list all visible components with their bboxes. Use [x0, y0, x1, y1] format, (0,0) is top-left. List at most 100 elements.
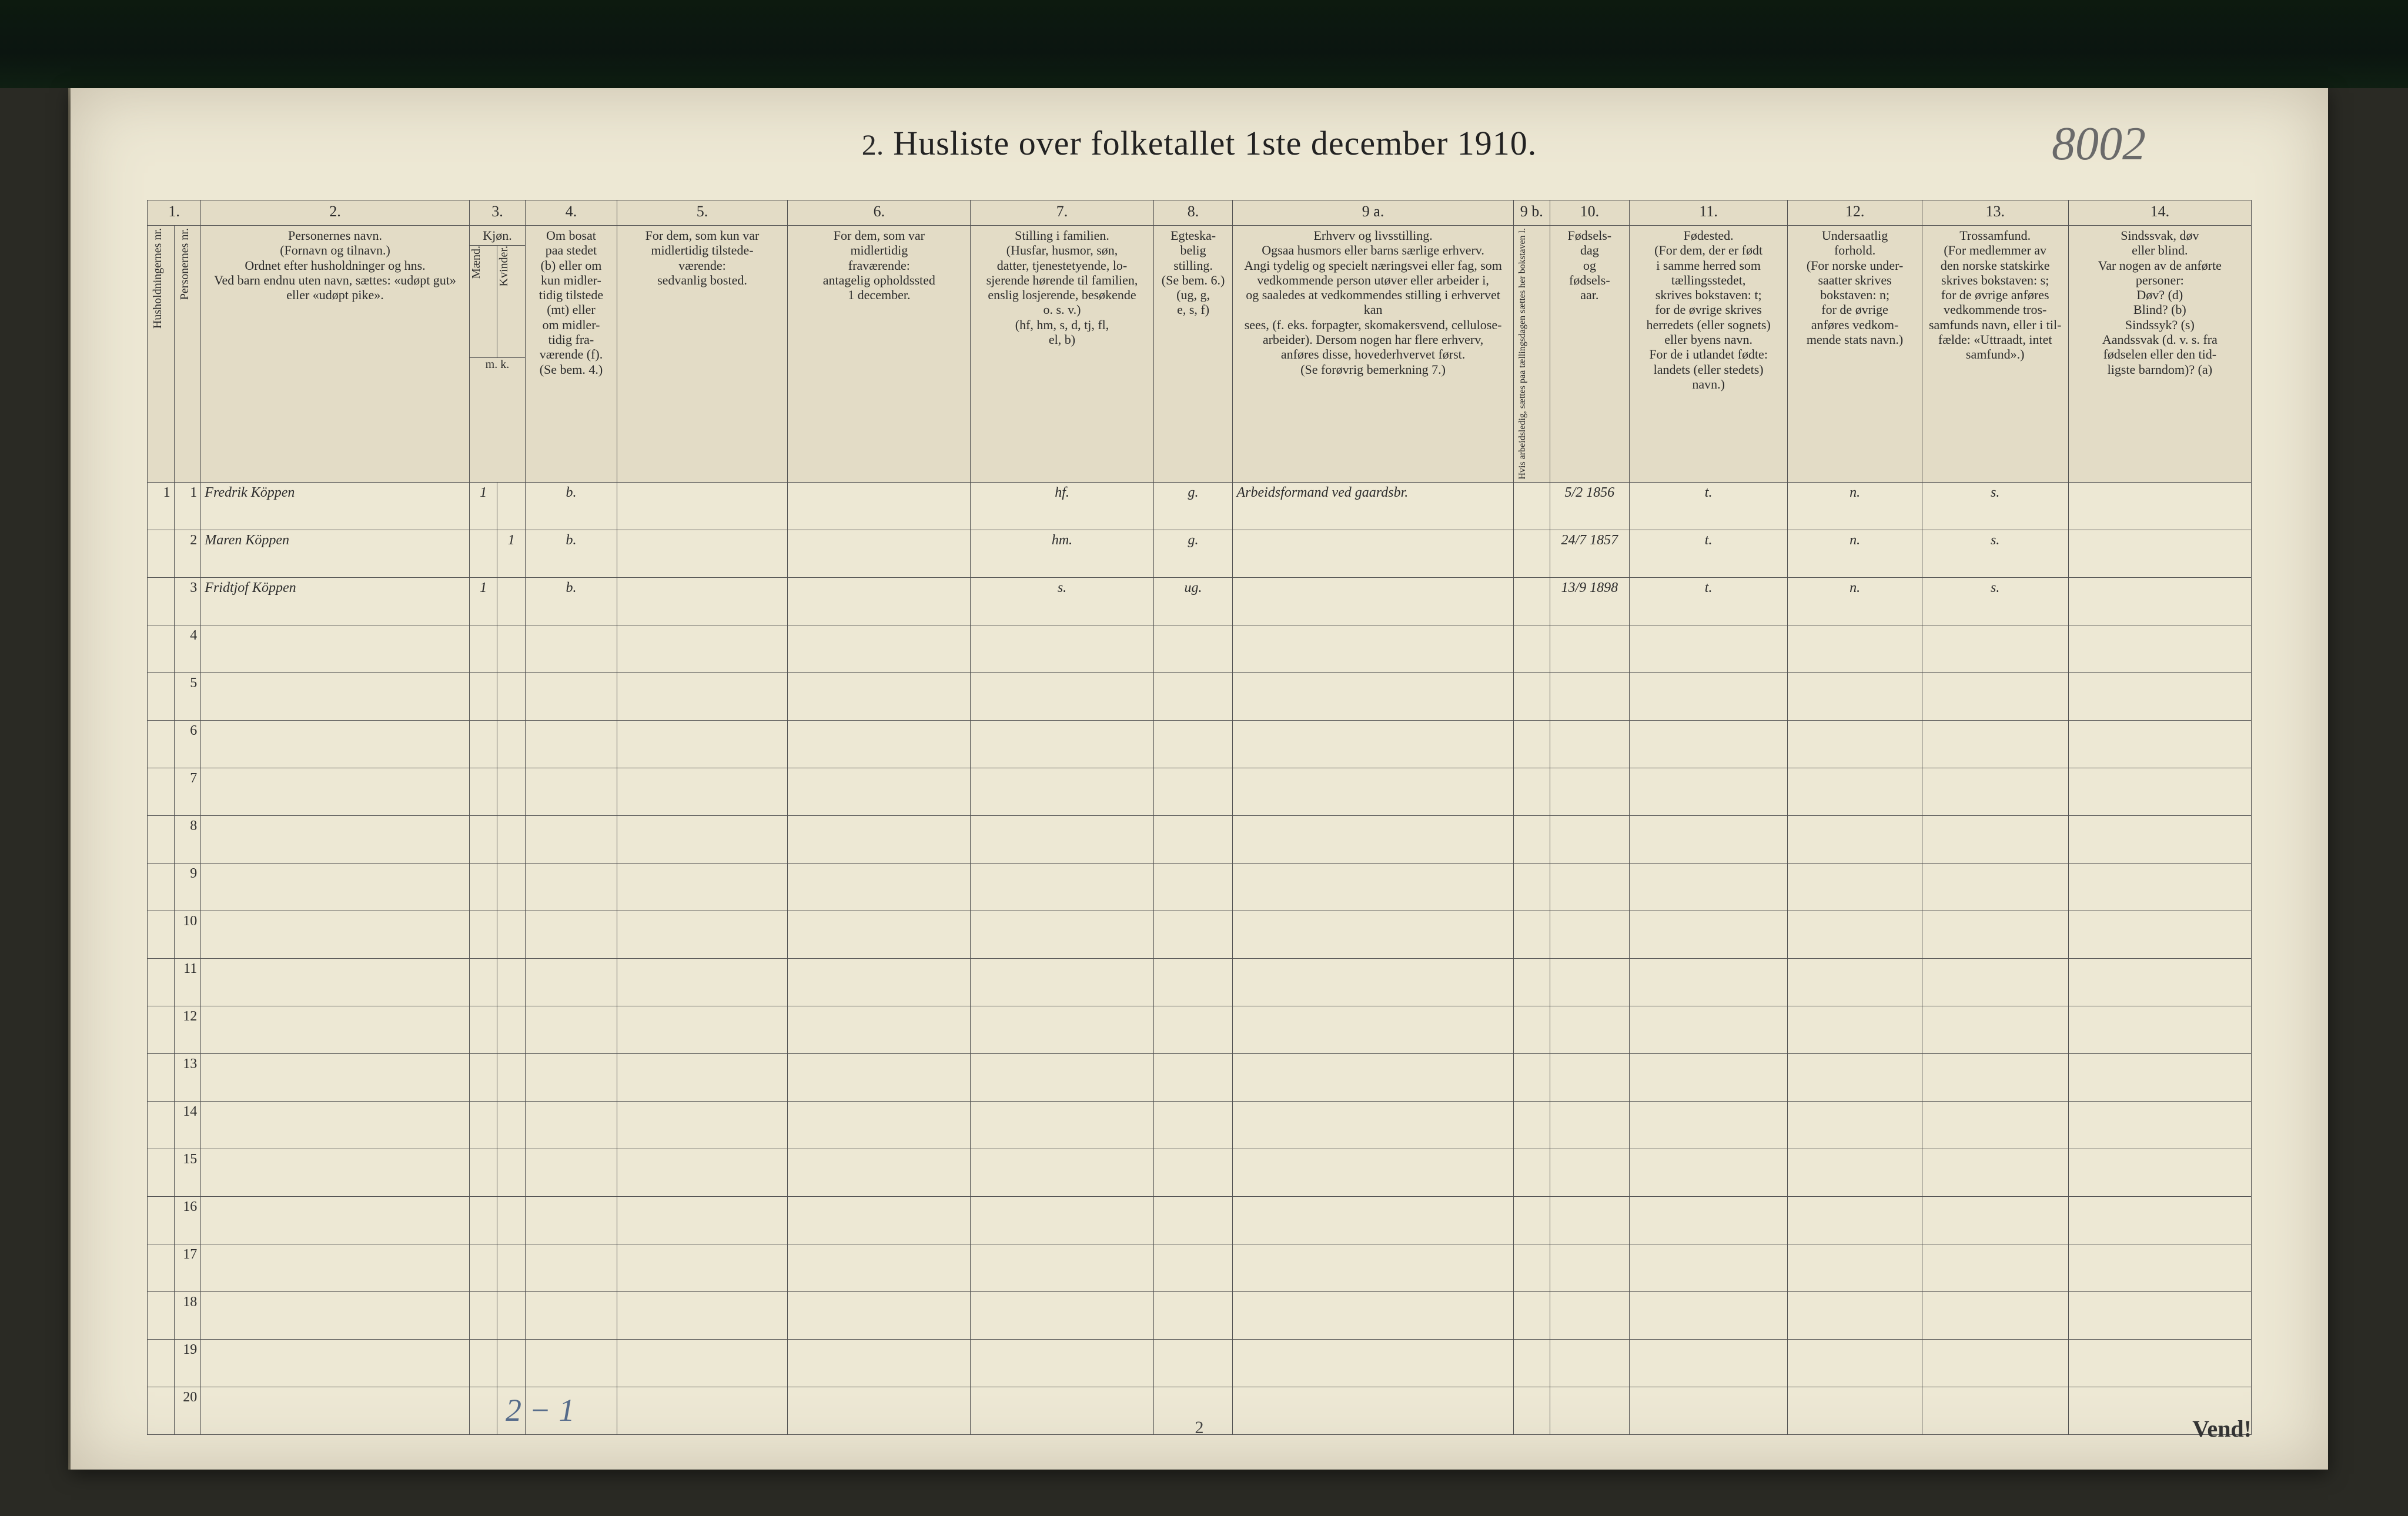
- cell-pn: 4: [174, 625, 201, 672]
- cell-egte: [1153, 863, 1233, 911]
- cell-frav: [617, 1339, 787, 1387]
- cell-fdag: [1550, 1291, 1629, 1339]
- cell-nb: [1513, 672, 1550, 720]
- hdr-fdag: Fødsels- dag og fødsels- aar.: [1550, 226, 1629, 483]
- cell-tros: [1922, 625, 2068, 672]
- cell-frav: [617, 577, 787, 625]
- cell-still: s.: [971, 577, 1153, 625]
- cell-k: [497, 577, 526, 625]
- cell-fsted: [1629, 1244, 1788, 1291]
- cell-fsted: [1629, 625, 1788, 672]
- cell-nb: [1513, 1196, 1550, 1244]
- colnum-4: 4.: [526, 200, 617, 226]
- cell-fsted: [1629, 1053, 1788, 1101]
- cell-egte: [1153, 1053, 1233, 1101]
- cell-fsted: [1629, 720, 1788, 768]
- cell-sind: [2068, 1339, 2251, 1387]
- cell-hh: [148, 1053, 175, 1101]
- cell-name: [201, 1339, 469, 1387]
- cell-name: [201, 672, 469, 720]
- cell-fdag: [1550, 1101, 1629, 1149]
- cell-fdag: [1550, 768, 1629, 815]
- colnum-8: 8.: [1153, 200, 1233, 226]
- hdr-9b-label: Hvis arbeidsledig, sættes paa tællingsda…: [1517, 228, 1528, 480]
- cell-fsted: t.: [1629, 482, 1788, 530]
- cell-m: [469, 1006, 497, 1053]
- cell-hh: [148, 1339, 175, 1387]
- cell-frav: [617, 863, 787, 911]
- cell-erhv: [1233, 815, 1513, 863]
- cell-egte: [1153, 1291, 1233, 1339]
- table-row: 18: [148, 1291, 2252, 1339]
- cell-nb: [1513, 1149, 1550, 1196]
- cell-frav: [617, 482, 787, 530]
- cell-m: [469, 1196, 497, 1244]
- cell-erhv: [1233, 530, 1513, 577]
- cell-und: [1788, 1196, 1922, 1244]
- cell-nb: [1513, 768, 1550, 815]
- cell-still: [971, 768, 1153, 815]
- cell-name: Fridtjof Köppen: [201, 577, 469, 625]
- cell-name: [201, 1244, 469, 1291]
- cell-m: [469, 911, 497, 958]
- cell-fsted: [1629, 1196, 1788, 1244]
- hdr-maend-label: Mænd.: [470, 246, 483, 279]
- cell-nb: [1513, 1291, 1550, 1339]
- cell-fdag: [1550, 1006, 1629, 1053]
- hdr-9b: Hvis arbeidsledig, sættes paa tællingsda…: [1513, 226, 1550, 483]
- cell-midl: [788, 530, 971, 577]
- cell-k: [497, 1006, 526, 1053]
- cell-frav: [617, 672, 787, 720]
- cell-fdag: [1550, 815, 1629, 863]
- cell-k: [497, 1244, 526, 1291]
- cell-name: [201, 768, 469, 815]
- cell-fsted: [1629, 1149, 1788, 1196]
- cell-midl: [788, 1291, 971, 1339]
- cell-nb: [1513, 863, 1550, 911]
- cell-fdag: [1550, 1196, 1629, 1244]
- cell-tros: [1922, 1244, 2068, 1291]
- cell-erhv: [1233, 1339, 1513, 1387]
- cell-bosat: [526, 863, 617, 911]
- cell-frav: [617, 625, 787, 672]
- cell-fsted: [1629, 815, 1788, 863]
- cell-name: [201, 815, 469, 863]
- cell-tros: s.: [1922, 530, 2068, 577]
- cell-bosat: [526, 768, 617, 815]
- cell-sind: [2068, 672, 2251, 720]
- table-row: 11: [148, 958, 2252, 1006]
- cell-egte: [1153, 625, 1233, 672]
- column-header-row: Husholdningernes nr. Personernes nr. Per…: [148, 226, 2252, 483]
- cell-frav: [617, 1053, 787, 1101]
- cell-frav: [617, 768, 787, 815]
- cell-m: [469, 863, 497, 911]
- cell-nb: [1513, 1053, 1550, 1101]
- table-row: 7: [148, 768, 2252, 815]
- cell-erhv: [1233, 1101, 1513, 1149]
- cell-frav: [617, 530, 787, 577]
- hdr-kvinder-label: Kvinder.: [497, 246, 511, 286]
- cell-nb: [1513, 958, 1550, 1006]
- cell-name: [201, 720, 469, 768]
- cell-tros: [1922, 1149, 2068, 1196]
- cell-fsted: t.: [1629, 530, 1788, 577]
- cell-name: [201, 1006, 469, 1053]
- table-row: 8: [148, 815, 2252, 863]
- cell-hh: [148, 768, 175, 815]
- cell-still: [971, 1196, 1153, 1244]
- cell-midl: [788, 815, 971, 863]
- cell-bosat: [526, 1006, 617, 1053]
- cell-egte: [1153, 1244, 1233, 1291]
- cell-erhv: [1233, 911, 1513, 958]
- cell-frav: [617, 815, 787, 863]
- cell-k: [497, 1149, 526, 1196]
- cell-fdag: 24/7 1857: [1550, 530, 1629, 577]
- cell-still: [971, 1339, 1153, 1387]
- cell-sind: [2068, 815, 2251, 863]
- colnum-13: 13.: [1922, 200, 2068, 226]
- hdr-hh-label: Husholdningernes nr.: [151, 228, 165, 329]
- cell-fsted: [1629, 672, 1788, 720]
- cell-hh: [148, 577, 175, 625]
- cell-hh: [148, 625, 175, 672]
- cell-m: [469, 672, 497, 720]
